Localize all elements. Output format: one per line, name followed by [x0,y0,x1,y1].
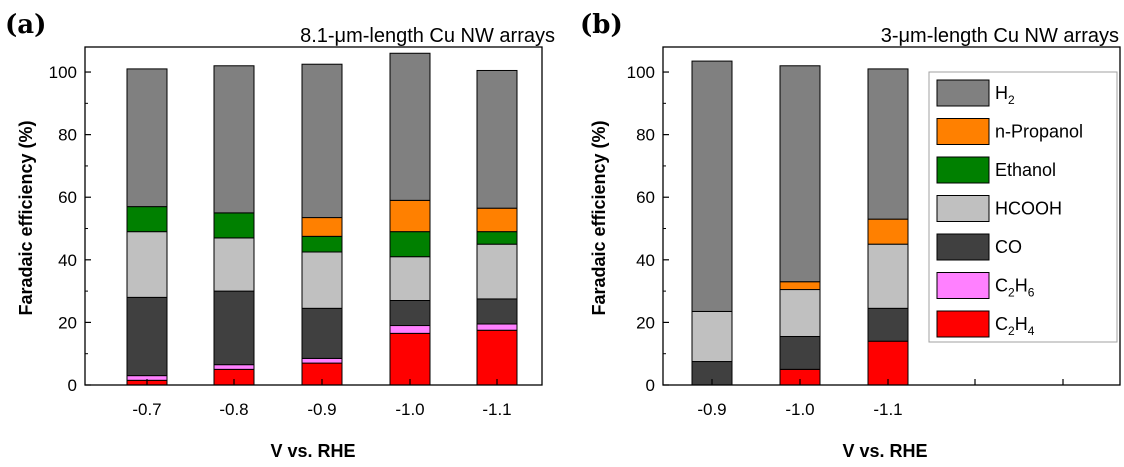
panel-b: (b) 3-μm-length Cu NW arrays Faradaic ef… [580,10,1121,461]
y-tick-label: 40 [58,251,77,270]
legend: H2 n-Propanol Ethanol HCOOH CO C2H6 C2H4 [928,71,1118,343]
y-tick-label: 100 [49,63,77,82]
legend-label: C2H6 [995,276,1035,300]
bar-segment-c2h4 [476,329,518,386]
bar-segment-h2 [389,52,431,201]
bar-segment-h2 [301,63,343,219]
panel-a-y-axis-label: Faradaic efficiency (%) [16,120,36,315]
panel-b-y-axis-label: Faradaic efficiency (%) [589,120,609,315]
panel-a: (a) 8.1-μm-length Cu NW arrays Faradaic … [5,10,555,461]
panel-a-title: 8.1-μm-length Cu NW arrays [300,25,555,47]
bar-segment-hcooh [691,310,733,363]
bar-segment-co [779,335,821,370]
bar-segment-ethanol [301,235,343,253]
y-tick-label: 80 [58,126,77,145]
bar-segment-ethanol [126,206,168,233]
bar-segment-co [301,307,343,359]
bar-segment-hcooh [213,237,255,292]
bar-segment-h2 [476,69,518,209]
bar-segment-co [126,296,168,377]
bar-segment-co [389,300,431,327]
panel-a-plot: 0 20 40 60 80 100 -0.7 -0.8 -0.9 -1.0 -1.1 [49,46,543,419]
bar-segment-c2h4 [389,332,431,386]
y-tick-label: 20 [636,313,655,332]
bar-segment-h2 [691,60,733,312]
bar-segment-c2h4 [867,340,909,386]
bar-segment-hcooh [301,251,343,309]
plot-frame [662,46,1121,386]
bar-segment-hcooh [476,243,518,300]
y-tick-label: 0 [68,376,77,395]
legend-label: H2 [995,83,1015,107]
x-tick-label: -0.7 [132,400,161,419]
bar-segment-hcooh [126,231,168,298]
bar-segment-ethanol [476,231,518,245]
bar-segment-c2h6 [213,364,255,370]
legend-label: Ethanol [995,160,1056,180]
bar-segment-h2 [126,68,168,208]
y-tick-label: 20 [58,313,77,332]
x-tick-label: -0.8 [219,400,248,419]
bar-segment-h2 [213,65,255,214]
bar-segment-n-propanol [301,217,343,237]
x-tick-label: -1.0 [785,400,814,419]
bar-segment-h2 [867,68,909,220]
bar-segment-hcooh [389,256,431,301]
panel-a-x-axis-label: V vs. RHE [270,441,355,461]
bar-segment-c2h6 [301,357,343,364]
y-tick-label: 0 [646,376,655,395]
bar-segment-n-propanol [476,207,518,233]
y-tick-label: 40 [636,251,655,270]
legend-swatch [936,79,990,107]
bar-segment-n-propanol [779,281,821,291]
plot-frame [84,46,543,386]
bar-segment-co [213,290,255,366]
panel-b-title: 3-μm-length Cu NW arrays [881,25,1119,47]
x-tick-label: -0.9 [697,400,726,419]
bar-segment-hcooh [779,289,821,337]
y-tick-label: 60 [636,188,655,207]
bar-segment-n-propanol [867,218,909,245]
bar-segment-co [476,298,518,325]
x-tick-label: -0.9 [307,400,336,419]
bar-segment-ethanol [213,212,255,239]
bar-segment-h2 [779,65,821,283]
y-tick-label: 80 [636,126,655,145]
bar-segment-n-propanol [389,199,431,233]
panel-b-plot: 0 20 40 60 80 100 -0.9 -1.0 -1.1 [627,46,1121,419]
panel-b-label: (b) [580,10,623,40]
bar-segment-c2h6 [389,325,431,334]
x-tick-label: -1.1 [873,400,902,419]
bar-segment-c2h6 [476,323,518,331]
legend-swatch [936,233,990,261]
panel-b-x-axis-label: V vs. RHE [842,441,927,461]
x-tick-label: -1.0 [395,400,424,419]
panel-a-label: (a) [5,10,46,40]
legend-label: n-Propanol [995,122,1083,142]
bar-segment-co [867,307,909,342]
legend-swatch [936,310,990,338]
legend-label: C2H4 [995,314,1035,338]
x-tick-label: -1.1 [482,400,511,419]
legend-label: HCOOH [995,199,1062,219]
bar-segment-hcooh [867,243,909,309]
legend-swatch [936,156,990,184]
bar-segment-ethanol [389,231,431,258]
legend-label: CO [995,237,1022,257]
legend-swatch [936,195,990,222]
y-tick-label: 60 [58,188,77,207]
legend-swatch [936,272,990,299]
y-tick-label: 100 [627,63,655,82]
legend-swatch [936,118,990,145]
